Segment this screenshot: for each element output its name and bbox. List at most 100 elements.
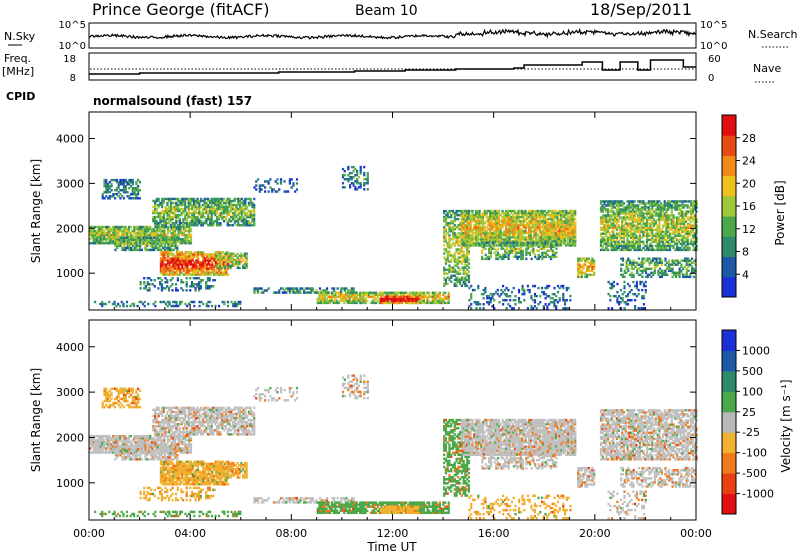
power-cell [126, 182, 129, 186]
power-cell [101, 193, 104, 196]
power-cell [204, 261, 207, 264]
power-cell [382, 293, 385, 297]
power-cell [196, 201, 199, 205]
power-cell [217, 213, 220, 217]
power-cell [408, 301, 411, 305]
power-cell [115, 178, 118, 182]
power-cell [376, 293, 379, 297]
power-cell [205, 197, 208, 201]
power-cell [120, 233, 124, 237]
power-cell [188, 261, 191, 264]
power-cell [149, 227, 152, 231]
date-label: 18/Sep/2011 [590, 0, 692, 19]
power-cell [210, 197, 213, 201]
power-cell [353, 299, 356, 303]
power-cell [221, 203, 224, 207]
power-cell [159, 215, 162, 219]
power-cell [253, 209, 256, 213]
power-cell [166, 197, 169, 201]
power-cell [92, 239, 95, 243]
power-cell [104, 241, 108, 245]
power-cell [166, 261, 170, 264]
power-cell [133, 193, 136, 196]
power-cell [115, 229, 118, 233]
power-cell [112, 241, 115, 245]
power-cell [135, 235, 138, 239]
power-cell [212, 222, 215, 225]
power-cell [435, 299, 438, 303]
power-cell [192, 209, 196, 213]
power-cell [214, 251, 217, 254]
power-cell [212, 219, 215, 223]
power-cell [433, 291, 436, 295]
power-cell [94, 229, 97, 233]
power-cell [89, 233, 92, 237]
power-cell [179, 227, 182, 231]
power-cell [209, 257, 212, 260]
power-cell [214, 211, 217, 215]
power-cell [97, 231, 101, 235]
power-cell [147, 240, 151, 244]
power-cell [438, 301, 441, 305]
power-cell [253, 224, 256, 227]
power-cell [178, 203, 181, 207]
power-cell [236, 258, 239, 262]
power-cell [233, 203, 236, 207]
power-cell [168, 263, 171, 266]
power-cell [194, 211, 197, 215]
power-cell [144, 240, 147, 244]
power-cell [99, 233, 102, 237]
power-cell [150, 235, 154, 239]
power-cell [121, 248, 124, 252]
power-cell [129, 180, 133, 184]
power-cell [287, 190, 290, 193]
power-cell [364, 297, 367, 301]
power-cell [234, 254, 238, 257]
power-cell [209, 267, 212, 270]
power-cell [163, 265, 166, 268]
power-cell [114, 189, 117, 192]
power-cell [359, 301, 362, 305]
power-cell [233, 258, 236, 262]
power-cell [459, 272, 462, 275]
power-cell [157, 203, 160, 207]
power-cell [387, 293, 390, 297]
power-cell [153, 217, 157, 221]
power-cell [184, 257, 187, 260]
power-cell [140, 248, 144, 252]
power-cell [329, 301, 332, 305]
power-cell [189, 263, 193, 266]
power-cell [168, 265, 171, 268]
power-cell [108, 225, 111, 229]
power-cell [359, 182, 362, 185]
power-cell [240, 211, 243, 215]
power-cell [155, 209, 158, 213]
power-cell [240, 256, 243, 259]
power-cell [116, 244, 119, 248]
power-cell [172, 244, 175, 248]
power-cell [159, 269, 162, 272]
power-cell [187, 199, 190, 203]
power-cell [135, 231, 138, 235]
power-cell [178, 199, 181, 203]
power-cell [133, 191, 136, 194]
power-cell [218, 254, 222, 257]
power-cell [327, 295, 330, 299]
power-cell [168, 205, 171, 209]
power-cell [231, 264, 234, 268]
power-cell [175, 273, 178, 276]
power-cell [344, 299, 348, 303]
power-cell [189, 222, 192, 225]
power-cell [184, 207, 187, 211]
power-cell [182, 199, 185, 203]
power-cell [179, 300, 182, 304]
power-cell [392, 301, 395, 305]
power-cell [341, 295, 344, 299]
power-cell [223, 201, 226, 205]
power-cell [236, 260, 239, 264]
power-cell [388, 295, 391, 299]
power-cell [433, 295, 436, 299]
power-cell [168, 209, 171, 213]
power-cell [142, 240, 145, 244]
power-cell [360, 295, 364, 299]
